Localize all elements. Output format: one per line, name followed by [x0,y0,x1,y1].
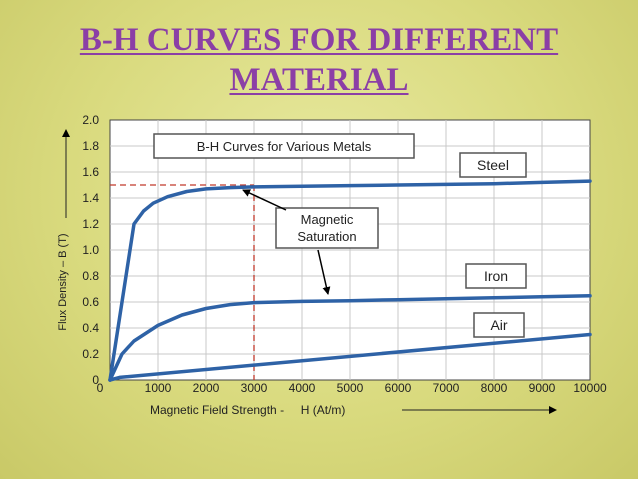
x-tick-labels: 0 1000 2000 3000 4000 5000 6000 7000 8000 9000 100… [97,381,607,395]
curve-steel [108,179,592,382]
series-label-iron-text: Iron [484,268,508,284]
chart-title-box [153,133,415,159]
x-tick-label: 9000 [529,381,556,395]
x-tick-label: 10000 [573,381,607,395]
annotation-arrow-iron [317,249,331,295]
y-tick-label: 0 [92,373,99,387]
y-tick-label: 2.0 [82,113,99,127]
x-tick-label: 2000 [193,381,220,395]
curve-iron [108,294,592,382]
y-tick-label: 0.6 [82,295,99,309]
y-tick-label: 0.8 [82,269,99,283]
x-tick-label: 4000 [289,381,316,395]
x-tick-label: 6000 [385,381,412,395]
saturation-reference-lines [110,184,255,380]
annotation-line2: Saturation [297,229,356,244]
x-tick-label: 3000 [241,381,268,395]
chart-title: B-H Curves for Various Metals [197,139,372,154]
y-tick-label: 0.4 [82,321,99,335]
annotation-line1: Magnetic [301,212,354,227]
curves [108,179,592,382]
series-label-iron: Iron [465,263,527,289]
series-label-steel: Steel [459,152,527,178]
y-tick-label: 0.2 [82,347,99,361]
series-label-steel-text: Steel [477,157,509,173]
slide-title: B-H CURVES FOR DIFFERENT MATERIAL [0,20,638,100]
series-label-air-text: Air [490,317,507,333]
y-tick-label: 1.2 [82,217,99,231]
y-tick-labels: 0 0.2 0.4 0.6 0.8 1.0 1.2 1.4 1.6 1.8 2.0 [82,113,99,387]
y-tick-label: 1.8 [82,139,99,153]
series-label-air: Air [473,312,525,338]
y-tick-label: 1.0 [82,243,99,257]
y-tick-label: 1.6 [82,165,99,179]
x-axis-label: Magnetic Field Strength - H (At/m) [150,403,345,417]
x-tick-label: 8000 [481,381,508,395]
curve-air [108,332,592,382]
x-tick-label: 1000 [145,381,172,395]
x-tick-label: 5000 [337,381,364,395]
x-tick-label: 7000 [433,381,460,395]
slide-title-line2: MATERIAL [229,62,409,98]
y-axis-label: Flux Density – B (T) [57,233,69,330]
annotation-arrow-steel [242,189,287,211]
saturation-annotation: Magnetic Saturation [242,189,379,295]
x-tick-label: 0 [97,381,104,395]
y-tick-label: 1.4 [82,191,99,205]
slide-title-line1: B-H CURVES FOR DIFFERENT [79,22,559,58]
